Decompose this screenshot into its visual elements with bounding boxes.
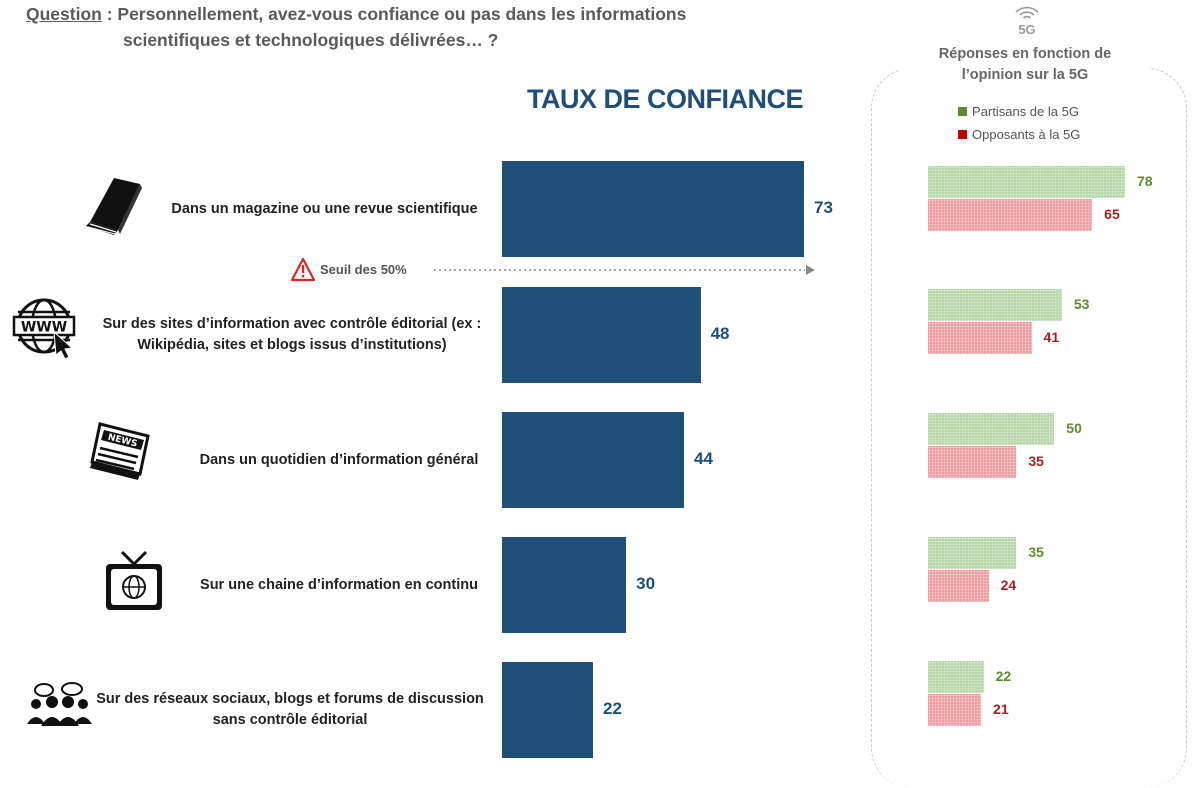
opposants-value: 24 [1000, 577, 1017, 593]
partisans-value: 78 [1137, 173, 1153, 189]
partisans-value: 50 [1066, 420, 1082, 436]
main-bar [502, 412, 685, 508]
legend-swatch-partisans [958, 107, 967, 116]
question-label: Question [26, 4, 102, 24]
legend-label-partisans: Partisans de la 5G [972, 104, 1079, 119]
legend-swatch-opposants [958, 130, 967, 139]
category-label-line: Sur des réseaux sociaux, blogs et forums… [96, 691, 484, 707]
partisans-bar [928, 413, 1055, 445]
opposants-bar [928, 322, 1032, 354]
partisans-value: 22 [995, 668, 1012, 684]
category-label: Sur des réseaux sociaux, blogs et forums… [78, 689, 502, 731]
main-bar [502, 662, 593, 758]
main-bar [502, 161, 804, 257]
main-bar-value: 22 [603, 699, 622, 718]
legend-opposants: Opposants à la 5G [958, 127, 1080, 142]
category-label-line: Dans un quotidien d’information général [199, 451, 479, 468]
partisans-value: 53 [1073, 296, 1090, 312]
panel-title-line2: l’opinion sur la 5G [961, 67, 1089, 83]
partisans-bar [928, 661, 984, 693]
partisans-bar [928, 289, 1062, 321]
opposants-value: 41 [1043, 329, 1060, 345]
opposants-bar [928, 446, 1017, 478]
opposants-value: 65 [1104, 206, 1120, 222]
legend-partisans: Partisans de la 5G [958, 104, 1079, 119]
signal-5g-icon: 5G [1015, 6, 1039, 37]
category-label-line: Sur des sites d’information avec contrôl… [102, 316, 482, 332]
main-bar-value: 44 [694, 449, 713, 468]
category-label-line: Wikipédia, sites et blogs issus d’instit… [137, 337, 447, 353]
partisans-value: 35 [1028, 544, 1044, 560]
opposants-bar [928, 199, 1093, 231]
panel-title-line1: Réponses en fonction de [938, 46, 1112, 62]
www-icon: WWW [12, 296, 78, 365]
tv-icon [104, 548, 164, 619]
main-bar-value: 48 [710, 324, 730, 343]
question-separator: : [101, 4, 118, 24]
question-line1: Personnellement, avez-vous confiance ou … [117, 4, 687, 24]
book-icon [80, 172, 144, 245]
category-label: Sur une chaine d’information en continu [178, 575, 500, 596]
legend-label-opposants: Opposants à la 5G [972, 127, 1081, 142]
partisans-bar [928, 166, 1125, 198]
opposants-bar [928, 694, 982, 726]
category-label-line: Sur une chaine d’information en continu [200, 576, 478, 593]
threshold-arrowhead [806, 265, 815, 275]
opposants-bar [928, 570, 989, 602]
question-line2: scientifiques et technologiques délivrée… [123, 30, 499, 50]
opposants-value: 21 [993, 701, 1009, 717]
main-bar [502, 537, 627, 633]
chart-title: TAUX DE CONFIANCE [527, 84, 804, 114]
panel-title: Réponses en fonction de l’opinion sur la… [900, 44, 1150, 86]
main-bar-value: 30 [636, 574, 656, 593]
category-label-line: Dans un magazine ou une revue scientifiq… [171, 200, 478, 217]
category-label: Dans un quotidien d’information général [176, 450, 502, 471]
threshold-marker [290, 257, 815, 282]
signal-5g-label: 5G [1018, 22, 1035, 37]
partisans-bar [928, 537, 1017, 569]
category-label-line: sans contrôle éditorial [212, 712, 368, 728]
question-text: Question : Personnellement, avez-vous co… [26, 2, 687, 50]
social-network-icon [24, 682, 94, 737]
category-label: Dans un magazine ou une revue scientifiq… [152, 199, 497, 220]
warning-icon [290, 257, 316, 282]
opposants-value: 35 [1028, 453, 1044, 469]
category-label: Sur des sites d’information avec contrôl… [80, 314, 504, 356]
main-bar-value: 73 [814, 198, 833, 217]
threshold-label: Seuil des 50% [320, 262, 407, 277]
main-bar [502, 287, 701, 383]
svg-text:WWW: WWW [21, 320, 67, 336]
newspaper-icon: NEWS [86, 418, 156, 487]
